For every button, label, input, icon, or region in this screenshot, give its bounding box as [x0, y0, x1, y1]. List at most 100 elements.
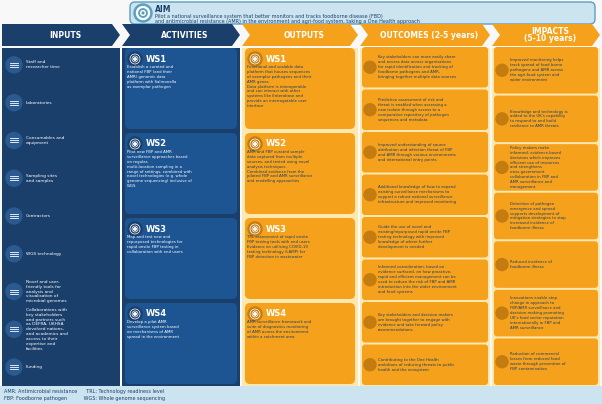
FancyBboxPatch shape	[494, 339, 598, 385]
FancyBboxPatch shape	[362, 132, 488, 173]
Circle shape	[134, 143, 136, 145]
Text: Pilot a national surveillance system that better monitors and tracks foodborne d: Pilot a national surveillance system tha…	[155, 14, 383, 19]
FancyBboxPatch shape	[494, 193, 598, 239]
Circle shape	[364, 359, 376, 371]
Text: Collaborations with
key stakeholders
and partners such
as DEFRA, UKHSA
devolved : Collaborations with key stakeholders and…	[26, 308, 68, 351]
FancyBboxPatch shape	[125, 48, 237, 129]
FancyBboxPatch shape	[362, 217, 488, 257]
Circle shape	[364, 104, 376, 116]
Text: Additional knowledge of how to expand
existing surveillance mechanisms to
suppor: Additional knowledge of how to expand ex…	[378, 185, 456, 204]
Text: Reduction of commercial
losses from reduced food
waste through prevention of
FBP: Reduction of commercial losses from redu…	[510, 352, 566, 371]
Circle shape	[134, 58, 136, 60]
Circle shape	[496, 64, 508, 76]
Text: Informed consideration, based on
evidence surfaced, on how proactive,
rapid and : Informed consideration, based on evidenc…	[378, 265, 457, 294]
Circle shape	[496, 162, 508, 173]
Circle shape	[6, 359, 22, 375]
FancyBboxPatch shape	[494, 290, 598, 337]
Text: Staff and
researcher time: Staff and researcher time	[26, 61, 60, 69]
Text: WS4: WS4	[146, 309, 167, 318]
Circle shape	[496, 307, 508, 319]
FancyBboxPatch shape	[362, 302, 488, 343]
FancyBboxPatch shape	[242, 48, 358, 386]
Circle shape	[134, 313, 136, 315]
Text: Key stakeholders can more easily share
and access data across organisations
for : Key stakeholders can more easily share a…	[378, 55, 456, 79]
Text: AMR surveillance framework and
suite of diagnostics monitoring
of AMR across the: AMR surveillance framework and suite of …	[247, 320, 311, 339]
FancyBboxPatch shape	[245, 218, 355, 299]
Circle shape	[6, 246, 22, 262]
Text: Establish a curated and
national FBP (and their
AMR) genomic data
platform with : Establish a curated and national FBP (an…	[127, 65, 176, 88]
Circle shape	[6, 57, 22, 73]
Circle shape	[496, 356, 508, 368]
Text: WS4: WS4	[266, 309, 287, 318]
Text: WS1: WS1	[266, 55, 287, 63]
Text: Develop a pilot AMR
surveillance system based
on mechanisms of AMR
spread in the: Develop a pilot AMR surveillance system …	[127, 320, 179, 339]
FancyBboxPatch shape	[362, 47, 488, 88]
Text: WS1: WS1	[146, 55, 167, 63]
Text: Improved understanding of source
attribution and infection threat of FBP
and AMR: Improved understanding of source attribu…	[378, 143, 456, 162]
FancyBboxPatch shape	[2, 48, 120, 386]
Text: OUTCOMES (2-5 years): OUTCOMES (2-5 years)	[380, 30, 478, 40]
Circle shape	[128, 307, 142, 321]
Circle shape	[248, 52, 262, 66]
Circle shape	[134, 4, 152, 22]
FancyBboxPatch shape	[125, 218, 237, 299]
Circle shape	[254, 58, 256, 60]
Text: AMR: Antimicrobial resistance      TRL: Technology readiness level
FBP: Foodborn: AMR: Antimicrobial resistance TRL: Techn…	[4, 389, 165, 401]
Circle shape	[248, 307, 262, 321]
FancyBboxPatch shape	[362, 175, 488, 215]
FancyBboxPatch shape	[360, 48, 490, 386]
Circle shape	[6, 321, 22, 337]
Polygon shape	[492, 24, 600, 46]
FancyBboxPatch shape	[245, 303, 355, 384]
Text: WGS technology: WGS technology	[26, 252, 61, 256]
Text: Key stakeholders and decision makers
are brought together to engage with
evidenc: Key stakeholders and decision makers are…	[378, 313, 453, 332]
Circle shape	[496, 259, 508, 271]
Text: Contributing to the One Health
ambitions of reducing threats to public
health an: Contributing to the One Health ambitions…	[378, 358, 455, 372]
Polygon shape	[242, 24, 358, 46]
Text: Improved monitoring helps
track spread of food borne
pathogens and AMR across
th: Improved monitoring helps track spread o…	[510, 59, 563, 82]
Circle shape	[142, 12, 144, 14]
FancyBboxPatch shape	[122, 48, 240, 386]
FancyBboxPatch shape	[245, 133, 355, 214]
FancyBboxPatch shape	[130, 2, 595, 24]
FancyBboxPatch shape	[494, 96, 598, 142]
Circle shape	[254, 143, 256, 145]
Circle shape	[128, 52, 142, 66]
FancyBboxPatch shape	[494, 241, 598, 288]
Circle shape	[364, 274, 376, 286]
Text: TRL assessment of rapid onsite
FBP testing tools with end users
Evidence on util: TRL assessment of rapid onsite FBP testi…	[247, 235, 310, 259]
Circle shape	[254, 313, 256, 315]
Text: Pilot new FBP and AMR
surveillance approaches based
on regular,
multi-location s: Pilot new FBP and AMR surveillance appro…	[127, 150, 192, 188]
Circle shape	[364, 231, 376, 243]
Circle shape	[137, 6, 149, 19]
FancyBboxPatch shape	[362, 345, 488, 385]
Text: WS2: WS2	[146, 139, 167, 149]
Text: Consumables and
equipment: Consumables and equipment	[26, 136, 64, 145]
Circle shape	[139, 9, 147, 17]
Circle shape	[6, 133, 22, 148]
Text: Sampling sites
and samples: Sampling sites and samples	[26, 174, 57, 183]
Text: Detection of pathogen
emergence and spread
supports development of
mitigation st: Detection of pathogen emergence and spre…	[510, 202, 566, 230]
FancyBboxPatch shape	[245, 48, 355, 129]
Text: Guide the use of novel and
existing/repurposed rapid onsite FBP
testing technolo: Guide the use of novel and existing/repu…	[378, 225, 450, 249]
Text: Functional and scalable data
platform that houses sequences
of exemplar pathogen: Functional and scalable data platform th…	[247, 65, 311, 108]
Text: Predictive assessment of risk and
threat is enabled when assessing a
new isolate: Predictive assessment of risk and threat…	[378, 98, 449, 122]
Text: AMR and FBP curated sample
data captured from multiple
sources, and tested using: AMR and FBP curated sample data captured…	[247, 150, 312, 183]
Circle shape	[364, 189, 376, 201]
Circle shape	[496, 210, 508, 222]
Circle shape	[364, 61, 376, 73]
Text: WS2: WS2	[266, 139, 287, 149]
Text: Knowledge and technology is
added to the UK's capability
to respond to and build: Knowledge and technology is added to the…	[510, 109, 568, 128]
Circle shape	[128, 137, 142, 151]
Circle shape	[248, 137, 262, 151]
Circle shape	[364, 316, 376, 328]
Text: Innovations enable step
change in approach to
FBP/AMR surveillance and
decision : Innovations enable step change in approa…	[510, 297, 564, 330]
Circle shape	[254, 228, 256, 230]
FancyBboxPatch shape	[0, 386, 602, 404]
Circle shape	[141, 11, 145, 15]
Text: (5-10 years): (5-10 years)	[524, 34, 576, 43]
Polygon shape	[360, 24, 490, 46]
Text: OUTPUTS: OUTPUTS	[284, 30, 324, 40]
Circle shape	[134, 228, 136, 230]
Circle shape	[496, 113, 508, 125]
